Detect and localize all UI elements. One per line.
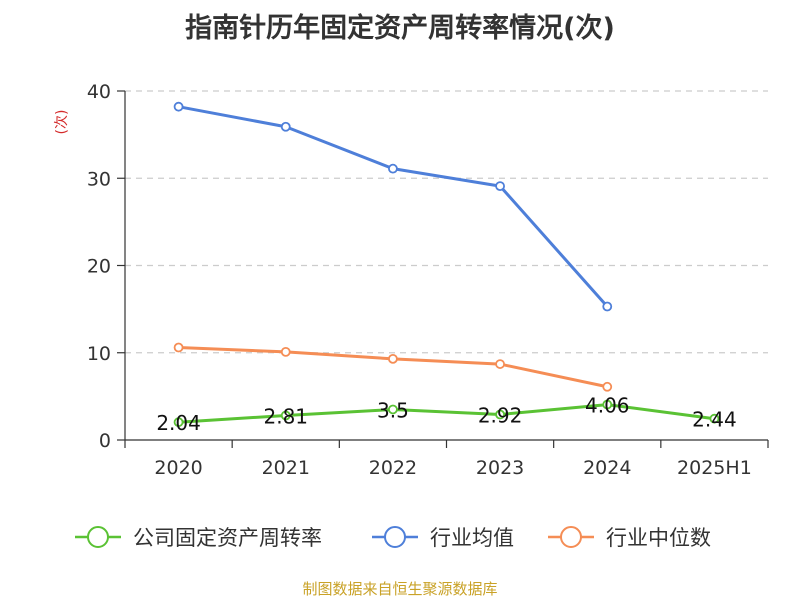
y-tick-label-0: 0 [99,430,111,452]
series-lines [173,101,720,428]
point-0-2025H1 [709,413,720,424]
point-0-2022 [388,404,398,415]
data-label-2020: 2.04 [156,411,201,435]
y-tick-label-30: 30 [87,168,111,190]
y-axis-label: (次) [54,110,70,135]
x-tick-label-2023: 2023 [476,457,524,479]
legend-marker-2 [560,526,582,548]
legend-label-1: 行业均值 [430,526,514,550]
x-tick-label-2020: 2020 [154,457,202,479]
point-1-2020 [173,101,184,112]
point-0-2024 [602,399,613,410]
point-1-2021 [280,121,291,132]
data-label-2021: 2.81 [263,404,308,428]
point-2-2024 [602,381,613,392]
axes: 0 10 20 30 40 (次) 2020 2021 2022 2023 2024 2025H1 [54,81,769,479]
grid-lines [125,90,768,354]
x-tick-label-2024: 2024 [583,457,631,479]
point-2-2021 [280,346,291,357]
point-2-2023 [495,359,505,369]
data-labels: 2.04 2.81 3.5 2.92 4.06 2.44 [156,394,736,436]
point-0-2020 [173,417,184,428]
legend-label-2: 行业中位数 [606,526,711,550]
point-0-2021 [280,410,291,421]
x-tick-label-2022: 2022 [369,457,417,479]
chart-title: 指南针历年固定资产周转率情况(次) [185,13,615,44]
point-1-2023 [495,181,505,192]
data-label-2025H1: 2.44 [692,408,737,432]
legend: 公司固定资产周转率 行业均值 行业中位数 [75,526,711,550]
data-label-2022: 3.5 [377,398,409,422]
point-1-2022 [388,163,398,174]
y-tick-label-10: 10 [87,343,111,365]
legend-marker-0 [87,526,109,548]
legend-label-0: 公司固定资产周转率 [133,526,322,550]
point-2-2022 [388,353,398,364]
data-label-2024: 4.06 [585,394,630,418]
y-tick-label-20: 20 [87,256,111,278]
point-1-2024 [602,301,613,312]
legend-marker-1 [384,526,406,548]
source-footer: 制图数据来自恒生聚源数据库 [302,580,498,598]
x-tick-label-2025H1: 2025H1 [677,457,752,479]
point-2-2020 [173,342,184,353]
x-tick-label-2021: 2021 [262,457,310,479]
series-line-0 [178,403,715,424]
series-line-1 [178,105,609,308]
point-0-2023 [495,409,505,420]
series-line-2 [178,346,608,389]
y-tick-label-40: 40 [87,81,111,103]
data-label-2023: 2.92 [478,404,523,428]
